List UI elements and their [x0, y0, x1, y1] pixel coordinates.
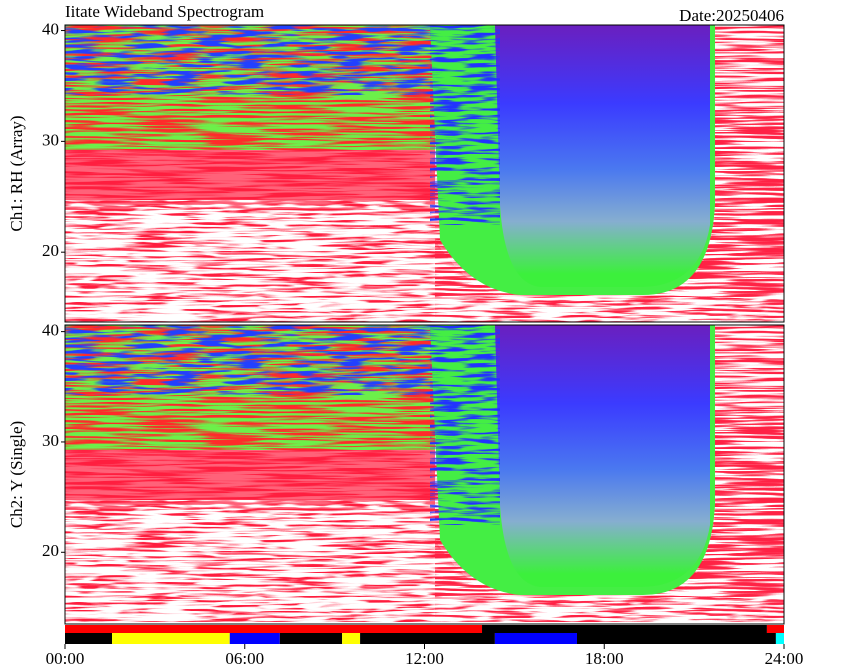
status-segment	[482, 625, 767, 633]
status-segment	[766, 625, 784, 633]
status-segment	[112, 633, 230, 644]
y-tick-label: 40	[42, 19, 59, 38]
plot-frame	[64, 24, 785, 323]
y-tick-label: 30	[42, 431, 59, 450]
x-tick-label: 24:00	[765, 649, 804, 668]
x-tick-label: 18:00	[585, 649, 624, 668]
status-segment	[65, 625, 483, 633]
y-axis-label: Ch2: Y (Single)	[7, 421, 26, 528]
status-segment	[65, 633, 113, 644]
status-segment	[342, 633, 361, 644]
y-tick-label: 20	[42, 241, 59, 260]
y-axis-label: Ch1: RH (Array)	[7, 115, 26, 231]
spectrogram-image	[65, 325, 784, 625]
status-segment	[360, 633, 495, 644]
x-tick-label: 00:00	[46, 649, 85, 668]
plot-frame	[64, 324, 785, 625]
status-segment	[775, 633, 784, 644]
status-segment	[494, 633, 577, 644]
chart-title: Iitate Wideband Spectrogram	[65, 2, 264, 21]
y-tick-label: 30	[42, 130, 59, 149]
spectrogram-image	[65, 25, 784, 325]
status-segment	[229, 633, 280, 644]
status-segment	[576, 633, 776, 644]
y-tick-label: 20	[42, 541, 59, 560]
date-label: Date:20250406	[679, 6, 784, 25]
x-tick-label: 12:00	[405, 649, 444, 668]
y-tick-label: 40	[42, 321, 59, 340]
status-segment	[279, 633, 343, 644]
x-tick-label: 06:00	[225, 649, 264, 668]
